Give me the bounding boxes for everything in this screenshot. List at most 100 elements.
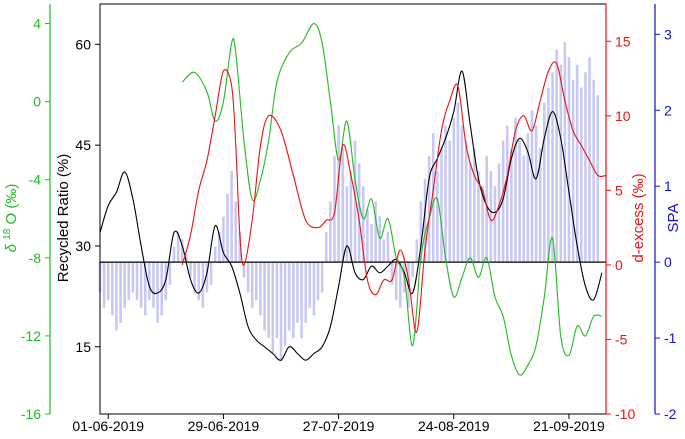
spa-bar-80 — [427, 155, 431, 263]
spa-axis-title: SPA — [665, 204, 682, 233]
spa-bar-95 — [489, 171, 493, 263]
d18o-tick-label-5: -16 — [21, 406, 41, 422]
spa-bar-59 — [341, 148, 344, 263]
spa-bar-103 — [522, 155, 525, 263]
d18o-tick-label-0: 4 — [33, 16, 41, 32]
spa-bar-109 — [547, 87, 550, 263]
spa-bar-31 — [226, 193, 229, 263]
d18o-tick-label-1: 0 — [33, 94, 41, 110]
spa-bar-61 — [349, 171, 353, 263]
d18o-axis-title-rest: O (‰) — [3, 184, 20, 225]
spa-bar-100 — [510, 148, 513, 263]
spa-bar-37 — [250, 262, 254, 308]
spa-tick-label-1: 2 — [664, 102, 672, 118]
spa-bar-48 — [296, 262, 299, 323]
x-tick-label-2: 27-07-2019 — [303, 418, 375, 434]
spa-bar-23 — [193, 262, 196, 293]
spa-bar-118 — [584, 72, 587, 263]
spa-bar-51 — [308, 262, 312, 308]
spa-bar-60 — [345, 186, 349, 263]
dexcess-tick-label-2: 5 — [615, 182, 623, 198]
spa-bar-39 — [259, 262, 262, 316]
spa-bar-89 — [464, 140, 468, 263]
spa-bar-11 — [143, 262, 147, 316]
recycled-ratio-axis-title: Recycled Ratio (%) — [55, 154, 72, 282]
spa-bar-9 — [135, 262, 139, 301]
spa-bar-53 — [316, 262, 320, 301]
spa-bar-19 — [176, 231, 180, 263]
spa-bar-35 — [242, 262, 246, 278]
x-tick-label-1: 29-06-2019 — [188, 418, 260, 434]
spa-bar-44 — [279, 262, 283, 361]
spa-bar-111 — [555, 49, 558, 263]
d18o-tick-label-3: -8 — [29, 250, 42, 266]
spa-bar-99 — [505, 125, 509, 263]
d18o-axis-title: δ 18 O (‰) — [0, 184, 20, 253]
recycled-tick-label-3: 15 — [75, 339, 91, 355]
spa-bar-107 — [538, 148, 542, 263]
spa-bar-88 — [460, 125, 464, 263]
spa-bar-110 — [551, 72, 554, 263]
spa-bar-78 — [419, 201, 423, 263]
spa-bar-32 — [230, 171, 233, 263]
spa-bar-47 — [292, 262, 295, 339]
spa-bar-7 — [127, 262, 131, 301]
spa-bar-2 — [106, 262, 110, 301]
spa-bar-10 — [139, 262, 143, 308]
spa-bar-112 — [559, 64, 563, 263]
spa-bar-70 — [386, 231, 390, 263]
spa-bar-104 — [526, 133, 530, 263]
spa-bar-102 — [518, 140, 521, 263]
spa-bar-62 — [353, 140, 357, 263]
spa-bar-81 — [431, 133, 435, 263]
spa-bar-86 — [452, 117, 456, 263]
spa-bar-29 — [218, 231, 221, 263]
spa-bar-6 — [123, 262, 126, 308]
spa-bar-92 — [477, 171, 480, 263]
spa-bar-120 — [592, 79, 595, 263]
spa-bar-68 — [378, 216, 382, 263]
spa-bar-113 — [563, 41, 567, 263]
dexcess-axis-title: d-excess (‰) — [630, 173, 647, 262]
spa-bar-116 — [575, 64, 579, 263]
dexcess-tick-label-3: 0 — [615, 257, 623, 273]
d18o-axis-title-sup: 18 — [2, 228, 13, 240]
spa-bar-25 — [201, 262, 205, 308]
recycled-tick-label-1: 45 — [75, 137, 91, 153]
spa-bar-90 — [468, 163, 472, 263]
spa-bar-79 — [423, 178, 427, 263]
spa-bar-65 — [366, 209, 369, 263]
spa-bar-73 — [399, 262, 402, 308]
spa-bar-36 — [246, 262, 250, 293]
spa-tick-label-5: -2 — [664, 406, 677, 422]
dexcess-line — [181, 61, 607, 333]
spa-bar-76 — [411, 262, 414, 278]
spa-bar-43 — [275, 262, 279, 339]
spa-bar-46 — [287, 262, 291, 331]
spa-bar-22 — [189, 262, 192, 278]
spa-tick-label-3: 0 — [664, 254, 672, 270]
spa-bar-28 — [213, 246, 217, 263]
spa-tick-label-2: 1 — [664, 178, 672, 194]
x-tick-label-3: 24-08-2019 — [418, 418, 490, 434]
dexcess-tick-label-1: 10 — [615, 108, 631, 124]
spa-bar-67 — [374, 201, 377, 263]
spa-bar-49 — [300, 262, 303, 339]
d18o-tick-label-4: -12 — [21, 328, 41, 344]
spa-tick-label-0: 3 — [664, 26, 672, 42]
spa-bar-72 — [394, 262, 398, 301]
spa-bar-30 — [222, 216, 225, 263]
spa-bar-45 — [283, 262, 287, 346]
spa-bar-13 — [152, 262, 155, 308]
spa-bar-106 — [534, 125, 538, 263]
spa-bar-8 — [131, 262, 135, 293]
spa-bar-108 — [543, 102, 546, 263]
spa-bar-21 — [185, 254, 188, 263]
plot-frame — [99, 3, 607, 415]
dexcess-tick-label-4: -5 — [615, 331, 628, 347]
spa-bar-85 — [448, 140, 451, 263]
recycled-tick-label-0: 60 — [75, 36, 91, 52]
spa-bar-57 — [333, 155, 336, 263]
